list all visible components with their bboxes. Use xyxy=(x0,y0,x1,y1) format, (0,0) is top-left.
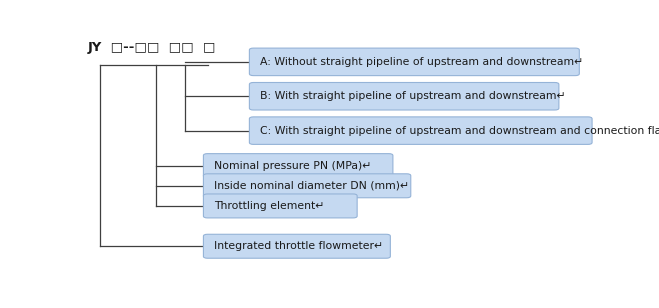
Text: JY  □--□□  □□  □: JY □--□□ □□ □ xyxy=(88,41,216,54)
Text: C: With straight pipeline of upstream and downstream and connection flange↵: C: With straight pipeline of upstream an… xyxy=(260,126,659,136)
Text: Inside nominal diameter DN (mm)↵: Inside nominal diameter DN (mm)↵ xyxy=(214,181,409,191)
FancyBboxPatch shape xyxy=(249,117,592,144)
Text: Integrated throttle flowmeter↵: Integrated throttle flowmeter↵ xyxy=(214,241,384,251)
FancyBboxPatch shape xyxy=(204,194,357,218)
FancyBboxPatch shape xyxy=(249,83,559,110)
Text: B: With straight pipeline of upstream and downstream↵: B: With straight pipeline of upstream an… xyxy=(260,91,565,101)
FancyBboxPatch shape xyxy=(204,174,411,198)
Text: Throttling element↵: Throttling element↵ xyxy=(214,201,324,211)
FancyBboxPatch shape xyxy=(204,154,393,178)
Text: A: Without straight pipeline of upstream and downstream↵: A: Without straight pipeline of upstream… xyxy=(260,57,583,67)
FancyBboxPatch shape xyxy=(204,234,390,258)
FancyBboxPatch shape xyxy=(249,48,579,76)
Text: Nominal pressure PN (MPa)↵: Nominal pressure PN (MPa)↵ xyxy=(214,160,372,171)
